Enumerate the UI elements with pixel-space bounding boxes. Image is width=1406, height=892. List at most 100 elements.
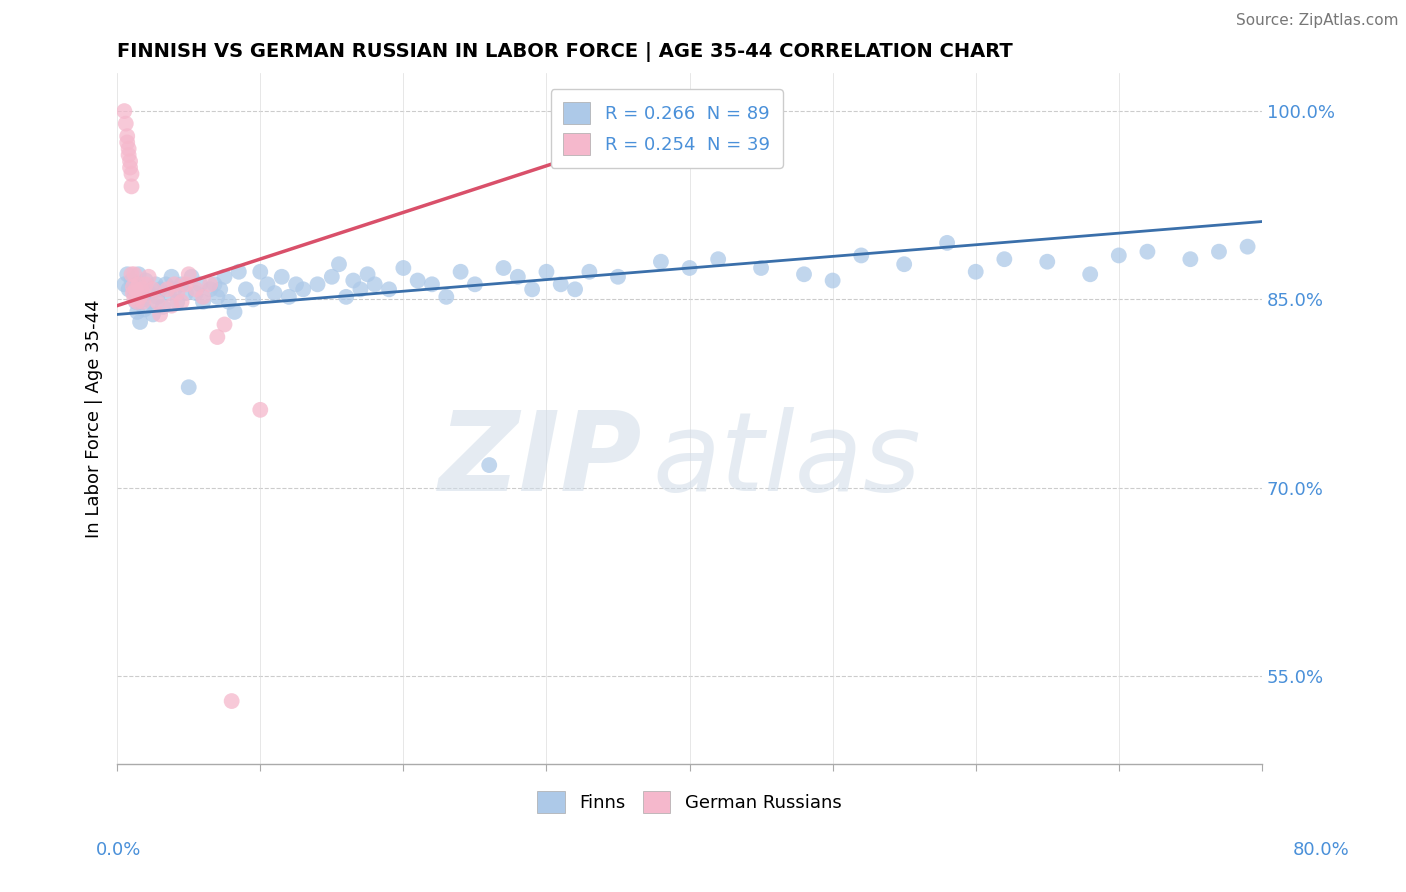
Point — [145, 277, 167, 292]
Y-axis label: In Labor Force | Age 35-44: In Labor Force | Age 35-44 — [86, 300, 103, 538]
Point — [328, 257, 350, 271]
Text: 80.0%: 80.0% — [1294, 840, 1350, 858]
Point — [349, 282, 371, 296]
Point — [114, 117, 136, 131]
Point — [364, 277, 387, 292]
Point — [120, 161, 142, 175]
Point — [263, 286, 285, 301]
Point — [520, 282, 543, 296]
Point — [198, 277, 221, 292]
Point — [115, 136, 138, 150]
Point — [564, 282, 586, 296]
Point — [121, 179, 143, 194]
Point — [249, 402, 271, 417]
Point — [115, 267, 138, 281]
Point — [121, 274, 143, 288]
Point — [124, 286, 146, 301]
Point — [117, 142, 139, 156]
Point — [135, 274, 157, 288]
Point — [270, 269, 292, 284]
Point — [188, 277, 211, 292]
Point — [125, 294, 148, 309]
Point — [242, 293, 264, 307]
Point — [221, 694, 243, 708]
Point — [160, 269, 183, 284]
Point — [142, 308, 165, 322]
Point — [450, 265, 472, 279]
Text: FINNISH VS GERMAN RUSSIAN IN LABOR FORCE | AGE 35-44 CORRELATION CHART: FINNISH VS GERMAN RUSSIAN IN LABOR FORCE… — [117, 42, 1012, 62]
Text: Source: ZipAtlas.com: Source: ZipAtlas.com — [1236, 13, 1399, 28]
Point — [821, 274, 844, 288]
Point — [117, 148, 139, 162]
Point — [129, 315, 152, 329]
Point — [650, 254, 672, 268]
Point — [142, 282, 165, 296]
Point — [893, 257, 915, 271]
Point — [117, 282, 139, 296]
Point — [112, 277, 135, 292]
Point — [128, 267, 150, 281]
Point — [122, 286, 145, 301]
Legend: Finns, German Russians: Finns, German Russians — [527, 780, 852, 824]
Point — [214, 318, 236, 332]
Point — [607, 269, 630, 284]
Point — [131, 282, 153, 296]
Point — [138, 269, 160, 284]
Point — [149, 282, 172, 296]
Point — [198, 282, 221, 296]
Point — [214, 269, 236, 284]
Point — [578, 265, 600, 279]
Point — [134, 302, 156, 317]
Point — [135, 277, 157, 292]
Point — [191, 290, 214, 304]
Point — [321, 269, 343, 284]
Point — [249, 265, 271, 279]
Point — [120, 154, 142, 169]
Point — [224, 305, 246, 319]
Point — [174, 286, 197, 301]
Point — [166, 294, 188, 309]
Point — [536, 265, 558, 279]
Point — [166, 286, 188, 301]
Point — [235, 282, 257, 296]
Point — [277, 290, 299, 304]
Point — [132, 293, 155, 307]
Point — [160, 299, 183, 313]
Point — [851, 248, 873, 262]
Point — [209, 282, 232, 296]
Point — [464, 277, 486, 292]
Point — [1236, 240, 1258, 254]
Point — [378, 282, 401, 296]
Text: 0.0%: 0.0% — [96, 840, 141, 858]
Point — [127, 305, 149, 319]
Point — [550, 277, 572, 292]
Point — [125, 282, 148, 296]
Point — [292, 282, 315, 296]
Point — [138, 286, 160, 301]
Point — [506, 269, 529, 284]
Point — [678, 260, 700, 275]
Point — [129, 290, 152, 304]
Point — [155, 277, 177, 292]
Point — [207, 330, 229, 344]
Point — [420, 277, 443, 292]
Point — [191, 294, 214, 309]
Point — [936, 235, 959, 250]
Point — [1136, 244, 1159, 259]
Point — [707, 252, 730, 267]
Point — [1208, 244, 1230, 259]
Point — [993, 252, 1015, 267]
Point — [156, 282, 179, 296]
Point — [749, 260, 772, 275]
Point — [478, 458, 501, 472]
Point — [256, 277, 278, 292]
Point — [1036, 254, 1059, 268]
Point — [124, 293, 146, 307]
Point — [184, 282, 207, 296]
Point — [184, 286, 207, 301]
Point — [793, 267, 815, 281]
Point — [1108, 248, 1130, 262]
Point — [307, 277, 329, 292]
Point — [207, 290, 229, 304]
Point — [170, 294, 193, 309]
